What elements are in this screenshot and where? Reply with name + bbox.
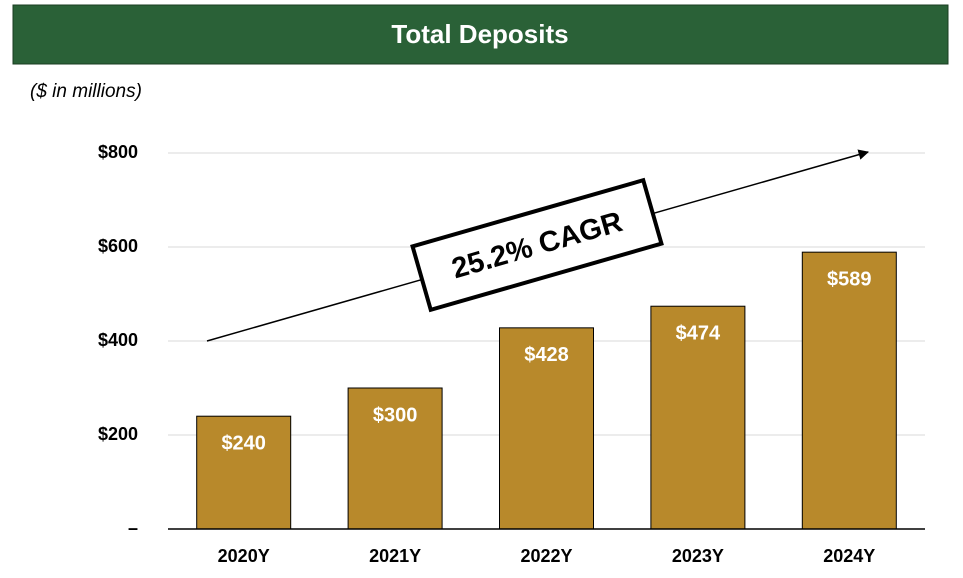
x-tick-label: 2021Y [369, 546, 421, 566]
x-tick-label: 2023Y [672, 546, 724, 566]
bar [801, 251, 897, 530]
cagr-box: 25.2% CAGR [410, 177, 664, 313]
value-label: $240 [221, 432, 266, 454]
y-tick-label: $800 [98, 142, 138, 162]
value-label: $589 [827, 268, 872, 290]
y-tick-label: – [128, 518, 138, 538]
chart-title: Total Deposits [391, 19, 568, 49]
value-label: $474 [676, 323, 721, 345]
value-label: $300 [373, 404, 418, 426]
title-banner [12, 4, 949, 65]
value-label: $428 [524, 344, 569, 366]
x-tick-label: 2020Y [218, 546, 270, 566]
x-tick-label: 2022Y [520, 546, 572, 566]
bar [347, 387, 443, 530]
cagr-frame [410, 177, 664, 313]
y-tick-label: $200 [98, 424, 138, 444]
subtitle: ($ in millions) [30, 81, 142, 102]
x-tick-label: 2024Y [823, 546, 875, 566]
y-tick-label: $400 [98, 330, 138, 350]
bar [650, 305, 746, 530]
y-tick-label: $600 [98, 236, 138, 256]
bar [499, 327, 594, 530]
